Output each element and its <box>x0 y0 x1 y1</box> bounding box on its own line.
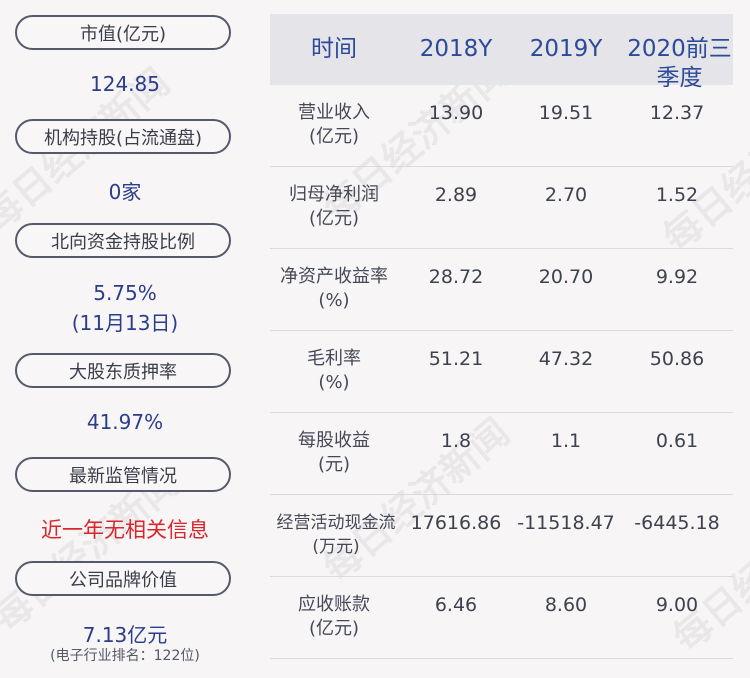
table-row: 经营活动现金流 (万元) 17616.86 -11518.47 -6445.18 <box>270 495 733 577</box>
table-cell: 47.32 <box>538 348 594 370</box>
summary-panel: 市值(亿元) 124.85 机构持股(占流通盘) 0家 北向资金持股比例 5.7… <box>0 0 250 678</box>
header-2020-q3: 2020前三 <box>627 36 732 62</box>
table-cell: 9.00 <box>655 594 699 616</box>
table-cell: 19.51 <box>538 102 594 124</box>
header-time: 时间 <box>311 36 357 62</box>
table-cell: 8.60 <box>544 594 588 616</box>
table-cell: 1.1 <box>550 430 582 452</box>
table-cell: 28.72 <box>428 266 484 288</box>
row-label: 经营活动现金流 (万元) <box>276 513 396 557</box>
row-label: 归母净利润 (亿元) <box>289 184 379 229</box>
northbound-ratio-value: 5.75% <box>93 281 157 305</box>
table-row: 营业收入 (亿元) 13.90 19.51 12.37 <box>270 85 733 167</box>
header-2018: 2018Y <box>419 36 493 62</box>
row-label: 毛利率 (%) <box>307 348 361 393</box>
table-cell: 0.61 <box>655 430 699 452</box>
table-cell: 6.46 <box>434 594 478 616</box>
regulatory-status-label: 最新监管情况 <box>15 457 231 492</box>
pledge-rate-value: 41.97% <box>86 410 164 434</box>
row-label: 营业收入 (亿元) <box>298 102 370 147</box>
pledge-rate-label: 大股东质押率 <box>15 353 231 388</box>
table-row: 净资产收益率 (%) 28.72 20.70 9.92 <box>270 249 733 331</box>
table-cell: 1.52 <box>655 184 699 206</box>
institutional-holding-label: 机构持股(占流通盘) <box>15 119 231 154</box>
table-cell: 2.70 <box>544 184 588 206</box>
table-cell: 2.89 <box>434 184 478 206</box>
table-row: 毛利率 (%) 51.21 47.32 50.86 <box>270 331 733 413</box>
table-cell: -6445.18 <box>634 512 720 534</box>
table-cell: 1.8 <box>440 430 472 452</box>
northbound-ratio-date: (11月13日) <box>71 311 179 335</box>
table-cell: 50.86 <box>649 348 705 370</box>
table-header: 时间 2018Y 2019Y 2020前三 季度 <box>270 14 733 91</box>
brand-value-label: 公司品牌价值 <box>15 561 231 596</box>
table-cell: 9.92 <box>655 266 699 288</box>
row-label: 每股收益 (元) <box>298 430 370 475</box>
table-row: 每股收益 (元) 1.8 1.1 0.61 <box>270 413 733 495</box>
table-cell: 51.21 <box>428 348 484 370</box>
market-cap-value: 124.85 <box>90 72 160 96</box>
header-2020-q3-cont: 季度 <box>656 65 703 91</box>
row-label: 应收账款 (亿元) <box>298 594 370 639</box>
table-cell: 17616.86 <box>410 512 502 534</box>
financial-table: 时间 2018Y 2019Y 2020前三 季度 营业收入 (亿元) 13.90 … <box>270 14 733 659</box>
table-cell: 20.70 <box>538 266 594 288</box>
northbound-ratio-label: 北向资金持股比例 <box>15 223 231 258</box>
table-cell: 13.90 <box>428 102 484 124</box>
row-label: 净资产收益率 (%) <box>280 266 388 311</box>
table-row: 应收账款 (亿元) 6.46 8.60 9.00 <box>270 577 733 659</box>
header-2019: 2019Y <box>529 36 603 62</box>
regulatory-status-value: 近一年无相关信息 <box>41 518 209 542</box>
brand-value-value: 7.13亿元 <box>82 623 168 647</box>
market-cap-label: 市值(亿元) <box>15 15 231 50</box>
table-cell: 12.37 <box>649 102 705 124</box>
table-row: 归母净利润 (亿元) 2.89 2.70 1.52 <box>270 167 733 249</box>
institutional-holding-value: 0家 <box>108 180 142 204</box>
brand-value-rank-note: (电子行业排名：122位) <box>50 648 200 664</box>
table-cell: -11518.47 <box>517 512 615 534</box>
